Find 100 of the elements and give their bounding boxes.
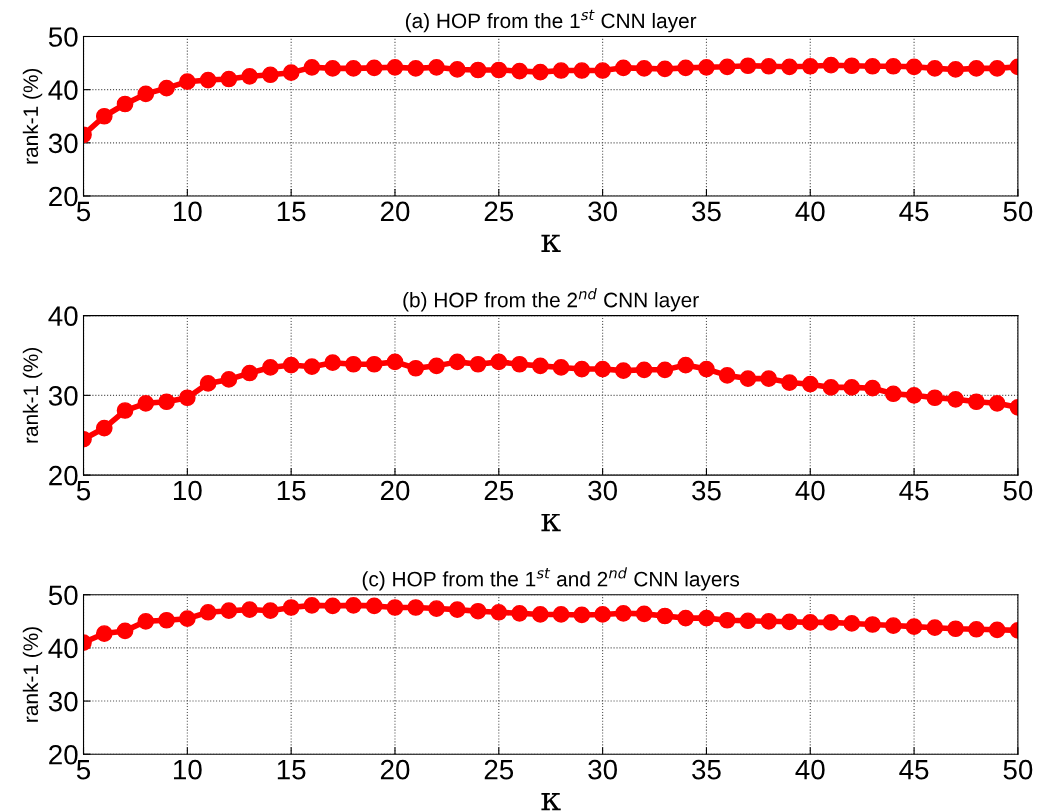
point bbox=[615, 605, 632, 622]
point bbox=[594, 360, 611, 378]
x-tick-label: 15 bbox=[277, 760, 306, 780]
x-tick-label: 5 bbox=[76, 201, 91, 222]
point bbox=[137, 395, 155, 412]
point bbox=[573, 606, 591, 624]
point bbox=[158, 79, 175, 97]
point bbox=[345, 355, 362, 373]
point bbox=[220, 371, 238, 388]
point bbox=[469, 61, 487, 79]
x-tick-label: 15 bbox=[277, 480, 306, 501]
point bbox=[407, 60, 425, 77]
y-tick-label: 50 bbox=[48, 585, 78, 606]
point bbox=[988, 621, 1006, 639]
point bbox=[615, 59, 632, 77]
point bbox=[739, 370, 757, 387]
x-tick-label: 35 bbox=[692, 201, 721, 222]
point bbox=[511, 605, 528, 622]
point bbox=[220, 70, 238, 88]
point bbox=[282, 599, 300, 616]
point bbox=[988, 60, 1006, 77]
x-tick-label: 45 bbox=[899, 201, 929, 222]
x-axis-title: κ bbox=[541, 234, 561, 253]
point bbox=[158, 611, 175, 629]
point bbox=[698, 58, 715, 76]
point bbox=[968, 620, 985, 638]
y-tick-label: 50 bbox=[48, 27, 78, 47]
point bbox=[905, 618, 923, 635]
point bbox=[116, 95, 134, 113]
point bbox=[781, 374, 798, 391]
point bbox=[428, 58, 445, 76]
point bbox=[199, 603, 217, 621]
point bbox=[95, 625, 113, 642]
point bbox=[262, 359, 279, 376]
point bbox=[490, 603, 508, 621]
point bbox=[511, 62, 528, 80]
point bbox=[926, 389, 944, 407]
point bbox=[220, 602, 238, 620]
point bbox=[199, 71, 217, 89]
point bbox=[448, 61, 466, 78]
point bbox=[677, 356, 695, 374]
point bbox=[552, 606, 570, 623]
chart-title: (b) HOP from the 2$^{nd}$ CNN layer bbox=[403, 288, 699, 312]
point bbox=[739, 612, 757, 630]
point bbox=[801, 375, 819, 393]
point bbox=[199, 375, 217, 392]
x-tick-label: 50 bbox=[1003, 201, 1033, 222]
point bbox=[781, 58, 798, 76]
y-tick-label: 30 bbox=[48, 386, 78, 406]
point bbox=[386, 599, 404, 616]
point bbox=[241, 364, 258, 382]
point bbox=[677, 59, 695, 77]
point bbox=[469, 602, 487, 620]
y-tick-label: 40 bbox=[48, 638, 78, 659]
point bbox=[282, 356, 300, 374]
point bbox=[428, 357, 445, 375]
y-tick-label: 30 bbox=[48, 691, 78, 712]
point bbox=[656, 607, 674, 625]
point bbox=[95, 419, 113, 437]
point bbox=[635, 361, 653, 379]
point bbox=[864, 616, 881, 633]
chart-title: (c) HOP from the 1$^{st}$ and 2$^{nd}$ CNN layers bbox=[362, 567, 740, 591]
x-tick-label: 5 bbox=[76, 480, 91, 501]
point bbox=[428, 600, 445, 617]
point bbox=[303, 597, 321, 614]
point bbox=[864, 57, 881, 75]
point bbox=[926, 60, 944, 77]
point bbox=[511, 355, 528, 373]
x-tick-label: 20 bbox=[380, 201, 410, 222]
point bbox=[884, 385, 902, 403]
point bbox=[677, 609, 695, 627]
point bbox=[615, 362, 632, 379]
x-tick-label: 35 bbox=[692, 759, 721, 780]
x-tick-label: 25 bbox=[484, 480, 514, 501]
x-tick-label: 25 bbox=[484, 201, 514, 222]
y-tick-label: 40 bbox=[48, 306, 78, 326]
point bbox=[345, 597, 362, 614]
x-tick-label: 20 bbox=[380, 759, 410, 780]
point bbox=[365, 355, 383, 373]
x-tick-label: 10 bbox=[174, 759, 202, 780]
point bbox=[324, 597, 342, 615]
point bbox=[448, 353, 466, 371]
point bbox=[386, 58, 404, 76]
point bbox=[386, 353, 404, 371]
point bbox=[241, 68, 258, 85]
point bbox=[843, 615, 861, 632]
point bbox=[635, 60, 653, 77]
point bbox=[947, 61, 964, 78]
point bbox=[365, 59, 383, 77]
point bbox=[594, 62, 611, 79]
point bbox=[448, 601, 466, 618]
x-tick-label: 15 bbox=[277, 201, 306, 222]
chart-title: (a) HOP from the 1$^{st}$ CNN layer bbox=[405, 9, 697, 33]
point bbox=[573, 360, 591, 378]
point bbox=[718, 58, 736, 76]
x-tick-label: 5 bbox=[76, 760, 91, 780]
point bbox=[137, 612, 155, 630]
x-tick-label: 50 bbox=[1003, 759, 1033, 780]
point bbox=[801, 614, 819, 631]
point bbox=[262, 66, 279, 84]
